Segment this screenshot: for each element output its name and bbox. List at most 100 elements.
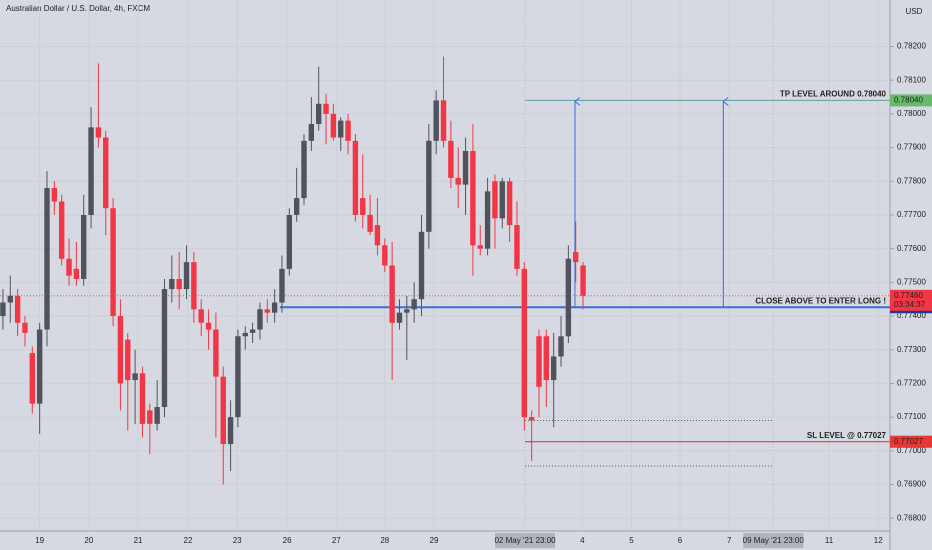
candle-body	[22, 322, 28, 333]
candle-body	[169, 278, 175, 290]
x-tick-label: 7	[727, 536, 732, 545]
candle-body	[528, 417, 535, 421]
candle-body	[565, 258, 572, 337]
candle-body	[580, 265, 586, 296]
candle-body	[543, 336, 550, 381]
candle-body	[573, 252, 579, 263]
candle-body	[242, 332, 248, 337]
x-tick-label: 09 May '21 23:00	[743, 536, 805, 545]
candle-body	[286, 214, 293, 269]
candle-body	[382, 245, 388, 266]
candle-body	[506, 181, 513, 226]
y-tick-label: 0.77700	[897, 210, 926, 219]
candle-body	[95, 127, 102, 138]
candle-body	[499, 181, 505, 219]
candle-body	[110, 208, 116, 317]
candle-body	[360, 198, 366, 215]
candle-body	[161, 289, 168, 408]
candle-body	[315, 103, 322, 124]
y-tick-label: 0.78200	[897, 42, 926, 51]
candle-body	[81, 214, 87, 279]
candle-body	[484, 191, 491, 249]
candle-body	[521, 268, 528, 418]
candle-body	[470, 150, 476, 246]
candle-body	[139, 373, 146, 424]
candle-body	[536, 336, 542, 387]
candle-body	[279, 268, 285, 303]
candle-body	[550, 356, 557, 381]
candle-body	[73, 268, 80, 279]
candle-body	[132, 373, 138, 381]
candle-body	[477, 245, 483, 249]
candle-body	[514, 225, 520, 269]
y-tick-label: 0.77100	[897, 412, 926, 421]
price-badge	[890, 435, 932, 448]
candle-body	[293, 198, 300, 215]
candle-body	[492, 181, 498, 219]
y-tick-label: 0.77500	[897, 277, 926, 286]
x-tick-label: 19	[35, 536, 44, 545]
candle-body	[308, 123, 315, 141]
candle-body	[198, 309, 204, 323]
x-tick-label: 22	[184, 536, 193, 545]
chart-title: Australian Dollar / U.S. Dollar, 4h, FXC…	[6, 4, 150, 13]
x-tick-label: 6	[678, 536, 683, 545]
y-tick-label: 0.77400	[897, 311, 926, 320]
candle-body	[36, 329, 43, 404]
price-badge-label: 0.77027	[894, 437, 923, 446]
candle-body	[213, 329, 219, 377]
candle-body	[440, 100, 447, 141]
candle-body	[455, 177, 461, 185]
x-tick-label: 11	[825, 536, 834, 545]
price-badge	[890, 94, 932, 107]
candle-body	[29, 353, 36, 404]
y-tick-label: 0.78100	[897, 75, 926, 84]
candle-body	[117, 316, 124, 384]
y-tick-label: 0.76900	[897, 480, 926, 489]
candle-body	[426, 140, 432, 232]
candle-body	[374, 225, 381, 246]
candle-body	[88, 127, 94, 215]
candle-body	[257, 309, 263, 330]
candle-body	[396, 312, 403, 323]
candle-body	[338, 120, 344, 138]
candle-body	[191, 262, 197, 310]
candle-body	[345, 120, 351, 141]
unit-label: USD	[906, 7, 923, 16]
candle-body	[264, 309, 270, 313]
candle-body	[220, 376, 226, 445]
candle-body	[330, 113, 337, 138]
candle-body	[235, 336, 241, 418]
x-tick-label: 02 May '21 23:00	[494, 536, 556, 545]
candle-body	[301, 140, 307, 199]
candle-body	[147, 410, 153, 424]
x-tick-label: 26	[283, 536, 292, 545]
countdown-label: 03:34:37	[894, 300, 926, 309]
candle-body	[249, 329, 256, 333]
candle-body	[7, 295, 13, 303]
y-tick-label: 0.76800	[897, 513, 926, 522]
x-tick-label: 28	[380, 536, 389, 545]
x-tick-badge	[495, 533, 556, 548]
level-text: SL LEVEL @ 0.77027	[807, 431, 887, 440]
candle-body	[125, 339, 131, 381]
x-tick-label: 29	[430, 536, 439, 545]
y-tick-label: 0.77200	[897, 379, 926, 388]
candle-body	[389, 265, 395, 323]
level-text: CLOSE ABOVE TO ENTER LONG !	[755, 296, 886, 305]
x-tick-label: 21	[134, 536, 143, 545]
candle-body	[271, 302, 278, 313]
candle-body	[448, 140, 454, 178]
y-tick-label: 0.78000	[897, 109, 926, 118]
candle-body	[418, 231, 425, 300]
candle-body	[176, 278, 182, 290]
candle-body	[462, 150, 469, 185]
candle-body	[323, 103, 329, 114]
y-tick-label: 0.77300	[897, 345, 926, 354]
candle-body	[58, 201, 65, 259]
candle-body	[227, 417, 234, 445]
candle-body	[103, 137, 109, 209]
candle-body	[352, 140, 359, 215]
